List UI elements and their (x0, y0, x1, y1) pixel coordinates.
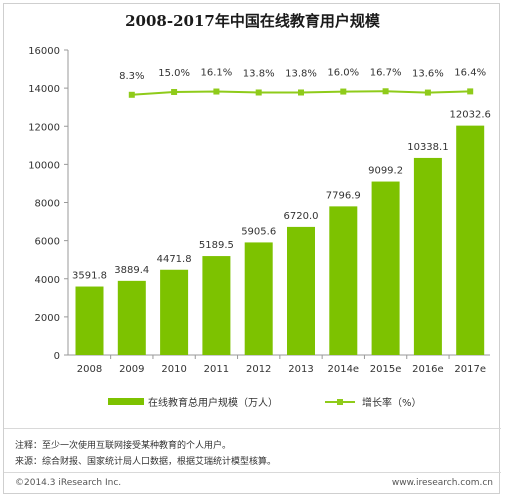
copyright-text: ©2014.3 iResearch Inc. (15, 478, 122, 488)
growth-point (424, 89, 431, 96)
growth-value-label: 16.0% (327, 68, 359, 79)
bar (329, 206, 358, 355)
y-tick-label: 8000 (35, 199, 60, 210)
x-tick-label: 2016e (412, 364, 444, 375)
x-tick-label: 2014e (327, 364, 359, 375)
x-tick-label: 2017e (454, 364, 486, 375)
bar (244, 242, 273, 355)
growth-value-label: 13.8% (243, 68, 275, 79)
legend-bar-label: 在线教育总用户规模（万人） (148, 396, 278, 409)
bar (117, 280, 146, 355)
growth-value-label: 13.6% (412, 69, 444, 80)
chart-area: 0 2000 4000 6000 8000 10000 12000 14000 16000 359… (28, 46, 491, 409)
growth-point (298, 89, 304, 96)
x-tick-label: 2015e (370, 364, 402, 375)
divider (4, 428, 501, 429)
growth-point (340, 88, 347, 95)
bar-value-label: 5189.5 (199, 240, 234, 251)
growth-value-label: 16.1% (201, 68, 233, 79)
website-text: www.iresearch.com.cn (391, 478, 493, 488)
x-tick-label: 2009 (119, 364, 144, 375)
x-tick-label: 2012 (246, 364, 271, 375)
x-tick-label: 2008 (77, 364, 102, 375)
bar (371, 181, 400, 355)
x-tick-label: 2010 (161, 364, 186, 375)
bar (202, 256, 231, 355)
bar (160, 269, 189, 355)
bar-value-label: 4471.8 (157, 254, 192, 265)
y-tick-label: 4000 (35, 275, 60, 286)
x-tick-label: 2013 (288, 364, 313, 375)
legend-line-label: 增长率（%） (362, 396, 422, 409)
growth-point (255, 89, 262, 96)
bar-value-label: 3889.4 (114, 265, 149, 276)
x-tick-label: 2011 (204, 364, 229, 375)
bar (287, 226, 315, 355)
y-tick-label: 0 (54, 351, 60, 362)
bar (75, 286, 104, 355)
bar-value-label: 9099.2 (368, 166, 403, 177)
growth-value-label: 8.3% (119, 71, 144, 82)
bar (456, 125, 485, 355)
chart-title: 2008-2017年中国在线教育用户规模 (125, 12, 380, 30)
bar-value-label: 5905.6 (241, 226, 276, 237)
bar (413, 157, 442, 355)
legend-line-marker (337, 399, 343, 405)
bar-value-label: 12032.6 (450, 110, 491, 121)
growth-point (128, 91, 135, 98)
bar-value-label: 10338.1 (407, 142, 448, 153)
y-tick-label: 6000 (35, 237, 60, 248)
growth-value-label: 16.7% (370, 67, 402, 78)
growth-value-label: 16.4% (454, 67, 486, 78)
y-tick-label: 12000 (28, 122, 60, 133)
note-text: 注释：至少一次使用互联网接受某种教育的个人用户。 (15, 441, 232, 451)
growth-point (467, 88, 474, 95)
y-tick-label: 16000 (28, 46, 60, 57)
growth-value-label: 15.0% (158, 68, 190, 79)
growth-value-label: 13.8% (285, 68, 317, 79)
bar-value-label: 6720.0 (284, 211, 319, 222)
bar-value-label: 7796.9 (326, 190, 361, 201)
growth-point (171, 88, 178, 95)
legend-bar-swatch (108, 398, 144, 405)
source-text: 来源：综合财报、国家统计局人口数据，根据艾瑞统计模型核算。 (15, 457, 277, 467)
y-tick-label: 2000 (35, 313, 60, 324)
y-tick-label: 10000 (28, 160, 60, 171)
growth-point (382, 88, 389, 95)
divider (4, 472, 501, 473)
growth-point (213, 88, 220, 95)
bar-value-label: 3591.8 (72, 271, 107, 282)
y-tick-label: 14000 (28, 84, 60, 95)
